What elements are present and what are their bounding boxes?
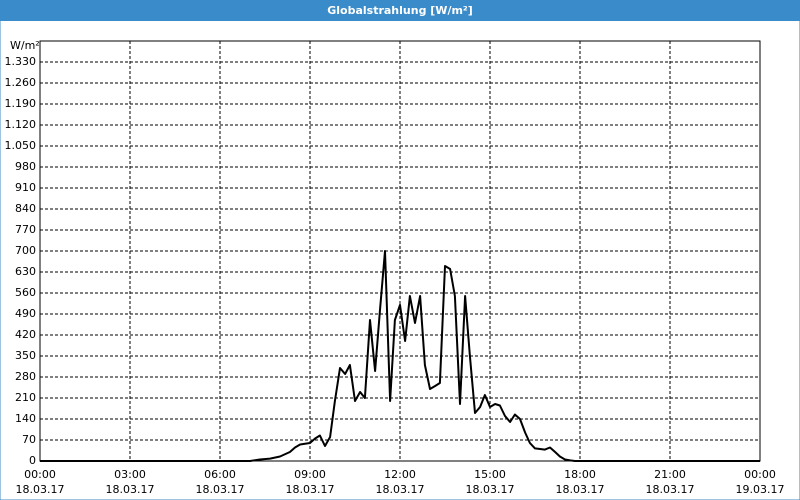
- x-tick-date: 18.03.17: [106, 483, 155, 496]
- x-tick-date: 18.03.17: [286, 483, 335, 496]
- y-tick-label: 490: [15, 307, 36, 320]
- y-tick-label: 700: [15, 244, 36, 257]
- x-tick-label: 06:00: [204, 468, 236, 481]
- chart-title: Globalstrahlung [W/m²]: [327, 4, 473, 17]
- y-tick-label: 1.260: [5, 76, 37, 89]
- y-tick-label: 980: [15, 160, 36, 173]
- title-bar: [0, 0, 800, 21]
- x-tick-label: 18:00: [564, 468, 596, 481]
- x-tick-date: 19.03.17: [736, 483, 785, 496]
- x-tick-date: 18.03.17: [646, 483, 695, 496]
- y-tick-label: 70: [22, 433, 36, 446]
- y-tick-label: 770: [15, 223, 36, 236]
- y-tick-label: 1.120: [5, 118, 37, 131]
- y-tick-label: 350: [15, 349, 36, 362]
- x-tick-label: 12:00: [384, 468, 416, 481]
- x-tick-date: 18.03.17: [376, 483, 425, 496]
- y-tick-label: 420: [15, 328, 36, 341]
- y-tick-label: 1.190: [5, 97, 37, 110]
- x-tick-label: 15:00: [474, 468, 506, 481]
- y-tick-label: 630: [15, 265, 36, 278]
- y-tick-label: 840: [15, 202, 36, 215]
- y-tick-label: 140: [15, 412, 36, 425]
- y-tick-label: 560: [15, 286, 36, 299]
- x-tick-date: 18.03.17: [556, 483, 605, 496]
- y-tick-label: 0: [29, 454, 36, 467]
- y-tick-label: 280: [15, 370, 36, 383]
- x-tick-label: 00:00: [744, 468, 776, 481]
- y-tick-label: 1.330: [5, 55, 37, 68]
- x-tick-label: 00:00: [24, 468, 56, 481]
- y-tick-label: 910: [15, 181, 36, 194]
- x-tick-date: 18.03.17: [196, 483, 245, 496]
- y-axis-label: W/m²: [10, 39, 40, 52]
- data-line: [40, 250, 760, 462]
- x-tick-date: 18.03.17: [466, 483, 515, 496]
- plot-frame: [39, 40, 761, 462]
- x-tick-label: 09:00: [294, 468, 326, 481]
- y-tick-label: 1.050: [5, 139, 37, 152]
- x-tick-date: 18.03.17: [16, 483, 65, 496]
- y-tick-label: 210: [15, 391, 36, 404]
- x-tick-label: 21:00: [654, 468, 686, 481]
- x-tick-label: 03:00: [114, 468, 146, 481]
